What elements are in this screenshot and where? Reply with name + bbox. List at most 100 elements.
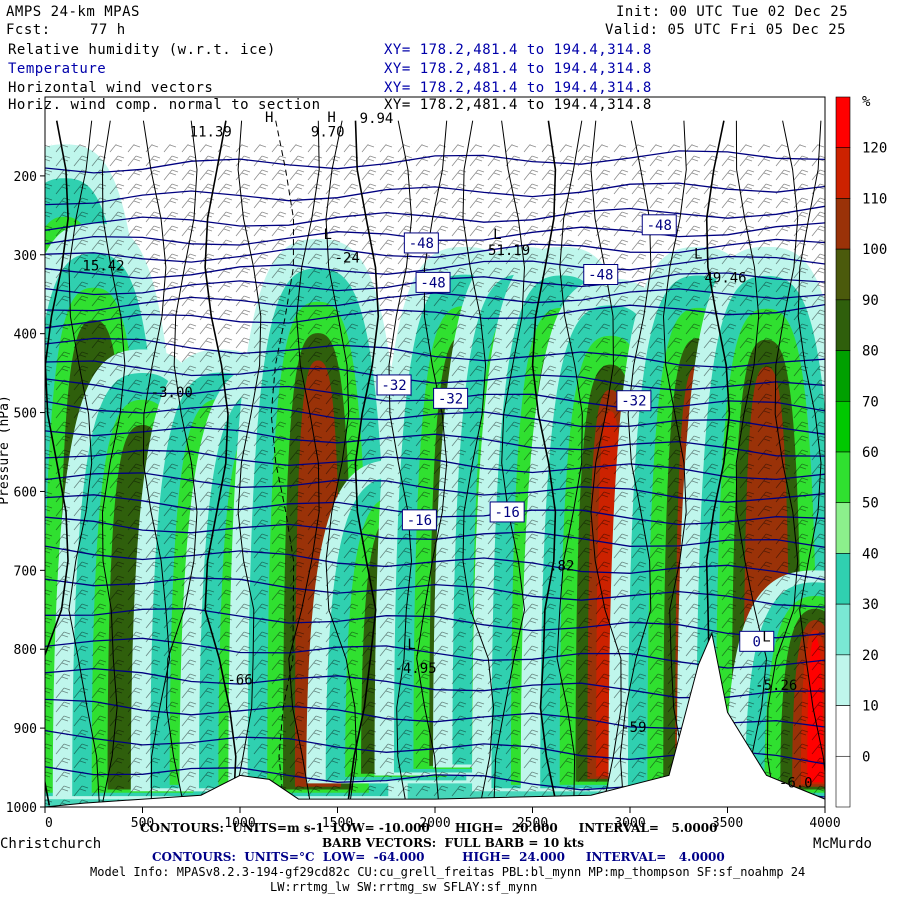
temperature-label-text-8: -16 (495, 505, 520, 521)
annotation-0: L (493, 227, 501, 243)
annotation-15: -5.26 (755, 678, 797, 694)
temperature-contour-20 (45, 607, 825, 639)
annotation-3: 49.46 (704, 270, 746, 286)
wind-contour-1 (68, 120, 100, 806)
forecast-label: Fcst: (6, 22, 51, 38)
wind-contour-8 (288, 120, 320, 806)
annotation-8: H (265, 110, 273, 126)
temperature-contour-14 (45, 449, 825, 481)
terrain (45, 631, 825, 807)
wind-contour-14 (493, 120, 526, 806)
colorbar-block-10 (835, 603, 851, 656)
temperature-contour-1 (45, 182, 825, 206)
field-name-rh: Relative humidity (w.r.t. ice) (8, 42, 276, 58)
colorbar-block-4 (835, 299, 851, 351)
y-axis-label: Pressure (hPa) (0, 395, 12, 505)
y-tick-label-7: 900 (14, 722, 37, 737)
colorbar-label-5: 70 (862, 394, 879, 410)
footer-contours-temp: CONTOURS: UNITS=°C LOW= -64.000 HIGH= 24… (152, 850, 725, 864)
wind-contour-2 (101, 120, 126, 806)
y-tick-label-0: 200 (14, 170, 37, 185)
temperature-label-3: -48 (641, 214, 677, 236)
x-tick-label-5: 2500 (517, 816, 548, 831)
colorbar-block-8 (835, 502, 851, 554)
colorbar-block-1 (835, 147, 851, 199)
x-label-left: Christchurch (0, 836, 101, 852)
temperature-label-0: -48 (403, 232, 439, 254)
annotation-10: -24 (335, 251, 360, 267)
x-tick-label-6: 3000 (614, 816, 645, 831)
temperature-label-text-2: -48 (588, 268, 613, 284)
colorbar-block-13 (835, 755, 851, 808)
annotation-11: -4.95 (394, 661, 436, 677)
colorbar-label-7: 50 (862, 496, 879, 512)
temperature-label-text-5: -32 (438, 391, 463, 407)
temperature-label-8: -16 (489, 501, 525, 523)
colorbar-label-12: 0 (862, 749, 870, 765)
annotation-19: -6.0 (779, 775, 813, 791)
wind-contour-3 (142, 120, 171, 806)
field-name-normal-wind: Horiz. wind comp. normal to section (8, 97, 321, 113)
temperature-label-text-7: -16 (407, 513, 432, 529)
temperature-label-4: -32 (376, 374, 412, 396)
annotation-20: 15.42 (82, 259, 124, 275)
y-tick-label-3: 500 (14, 407, 37, 422)
temperature-contour-12 (45, 400, 825, 435)
colorbar-label-2: 100 (862, 242, 887, 258)
temperature-contour-0 (45, 150, 825, 174)
y-tick-label-2: 400 (14, 328, 37, 343)
footer-contours-wind: CONTOURS: UNITS=m s-1 LOW= -10.000 HIGH=… (140, 821, 718, 835)
wind-contour-6 (233, 120, 262, 806)
y-tick-label-6: 800 (14, 643, 37, 658)
colorbar-label-10: 20 (862, 648, 879, 664)
y-tick-label-8: 1000 (6, 801, 37, 816)
temperature-label-box-1 (415, 271, 451, 293)
temperature-contour-7 (45, 288, 825, 312)
temperature-label-6: -32 (616, 390, 652, 412)
x-tick-label-8: 4000 (809, 816, 840, 831)
forecast-hour: 77 h (90, 22, 126, 38)
field-xy-wind: XY= 178.2,481.4 to 194.4,314.8 (384, 80, 652, 96)
temperature-label-box-6 (616, 390, 652, 412)
temperature-label-5: -32 (433, 387, 469, 409)
temperature-contour-21 (45, 637, 825, 669)
temperature-label-text-9: 0 (753, 634, 761, 650)
annotation-16: -66 (227, 673, 252, 689)
temperature-contour-5 (45, 255, 825, 280)
colorbar-label-3: 90 (862, 293, 879, 309)
temperature-label-text-6: -32 (621, 394, 646, 410)
colorbar-unit: % (862, 94, 871, 110)
temperature-label-box-3 (641, 214, 677, 236)
annotation-17: .82 (549, 558, 574, 574)
wind-contour-17 (590, 120, 622, 806)
annotation-6: 11.39 (190, 124, 232, 140)
footer-model-info-2: LW:rrtmg_lw SW:rrtmg_sw SFLAY:sf_mynn (270, 880, 538, 894)
y-tick-label-5: 700 (14, 564, 37, 579)
temperature-contour-8 (45, 303, 825, 329)
colorbar-block-7 (835, 451, 851, 504)
colorbar-label-6: 60 (862, 445, 879, 461)
temperature-contour-17 (45, 516, 825, 548)
temperature-label-text-3: -48 (647, 218, 672, 234)
colorbar-block-2 (835, 198, 851, 250)
colorbar-label-4: 80 (862, 344, 879, 360)
wind-contour-10 (346, 120, 380, 806)
colorbar-block-9 (835, 553, 851, 605)
field-xy-normal-wind: XY= 178.2,481.4 to 194.4,314.8 (384, 97, 652, 113)
x-tick-label-2: 1000 (224, 816, 255, 831)
x-tick-label-0: 0 (45, 816, 53, 831)
colorbar-block-6 (835, 400, 851, 453)
colorbar-block-0 (835, 96, 851, 149)
temperature-label-box-2 (583, 264, 619, 285)
annotation-5: 9.70 (311, 124, 345, 140)
field-name-wind: Horizontal wind vectors (8, 80, 214, 96)
temperature-contour-4 (45, 238, 825, 263)
y-tick-label-4: 600 (14, 485, 37, 500)
wind-contour-13 (462, 120, 495, 806)
annotation-1: 51.19 (488, 243, 530, 259)
colorbar-label-0: 120 (862, 141, 887, 157)
init-time: Init: 00 UTC Tue 02 Dec 25 (616, 4, 849, 20)
colorbar-block-5 (835, 350, 851, 402)
